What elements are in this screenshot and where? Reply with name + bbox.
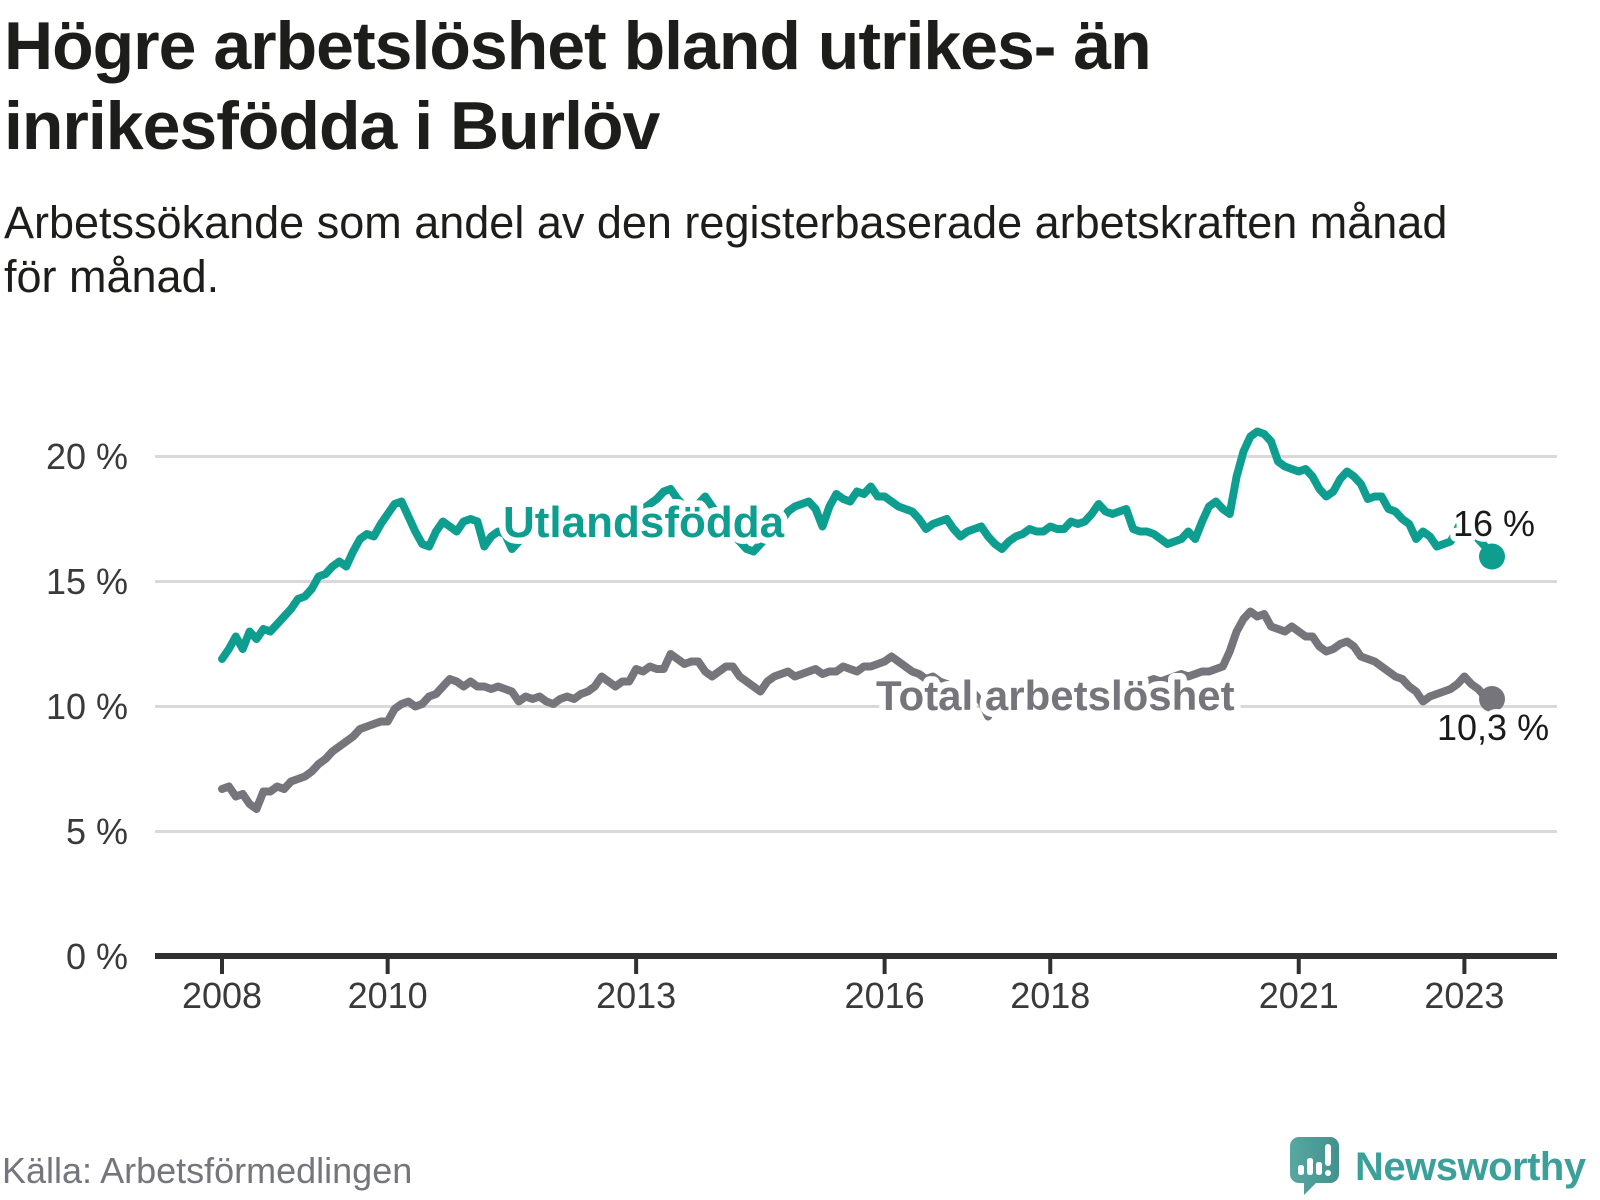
logo-bar-1-icon bbox=[1298, 1165, 1304, 1175]
end-value-label-utlandsfodda: 16 % bbox=[1453, 503, 1535, 544]
y-tick-label: 20 % bbox=[46, 436, 128, 477]
logo-exclamation-dot-icon bbox=[1325, 1170, 1331, 1176]
chart-subtitle: Arbetssökande som andel av den registerb… bbox=[4, 196, 1564, 304]
logo-exclamation-bar-icon bbox=[1325, 1144, 1331, 1166]
title-line-1: Högre arbetslöshet bland utrikes- än bbox=[4, 8, 1152, 84]
x-tick-label: 2018 bbox=[1010, 975, 1090, 1016]
title-line-2: inrikesfödda i Burlöv bbox=[4, 88, 660, 164]
series-line-utlandsf-dda bbox=[218, 427, 1496, 663]
end-value-label-total-arbetsloshet: 10,3 % bbox=[1437, 707, 1549, 748]
y-tick-label: 15 % bbox=[46, 561, 128, 602]
x-tick-label: 2016 bbox=[845, 975, 925, 1016]
x-tick-label: 2021 bbox=[1259, 975, 1339, 1016]
y-tick-label: 0 % bbox=[66, 936, 128, 977]
subtitle-line-1: Arbetssökande som andel av den registerb… bbox=[4, 197, 1448, 248]
logo-bar-3-icon bbox=[1316, 1162, 1322, 1175]
newsworthy-brand: Newsworthy bbox=[1289, 1136, 1586, 1196]
y-tick-label: 5 % bbox=[66, 811, 128, 852]
brand-wordmark: Newsworthy bbox=[1355, 1144, 1586, 1189]
logo-bar-2-icon bbox=[1307, 1158, 1313, 1175]
x-tick-label: 2013 bbox=[596, 975, 676, 1016]
subtitle-line-2: för månad. bbox=[4, 251, 220, 302]
series-end-dot-total-arbetsloshet bbox=[1479, 686, 1505, 712]
y-tick-label: 10 % bbox=[46, 686, 128, 727]
newsworthy-logo-icon bbox=[1290, 1137, 1339, 1195]
speech-bubble-icon bbox=[1290, 1137, 1339, 1195]
series-line-total-arbetsl-shet bbox=[218, 607, 1496, 813]
x-tick-label: 2008 bbox=[182, 975, 262, 1016]
series-label-total-arbetsloshet: Total arbetslöshet bbox=[876, 672, 1235, 719]
series-label-utlandsfodda: Utlandsfödda bbox=[503, 498, 785, 547]
x-tick-label: 2023 bbox=[1424, 975, 1504, 1016]
x-tick-label: 2010 bbox=[348, 975, 428, 1016]
series-end-dot-utlandsfodda bbox=[1479, 543, 1505, 570]
source-credit: Källa: Arbetsförmedlingen bbox=[2, 1150, 413, 1191]
page-title: Högre arbetslöshet bland utrikes- än inr… bbox=[4, 6, 1404, 166]
